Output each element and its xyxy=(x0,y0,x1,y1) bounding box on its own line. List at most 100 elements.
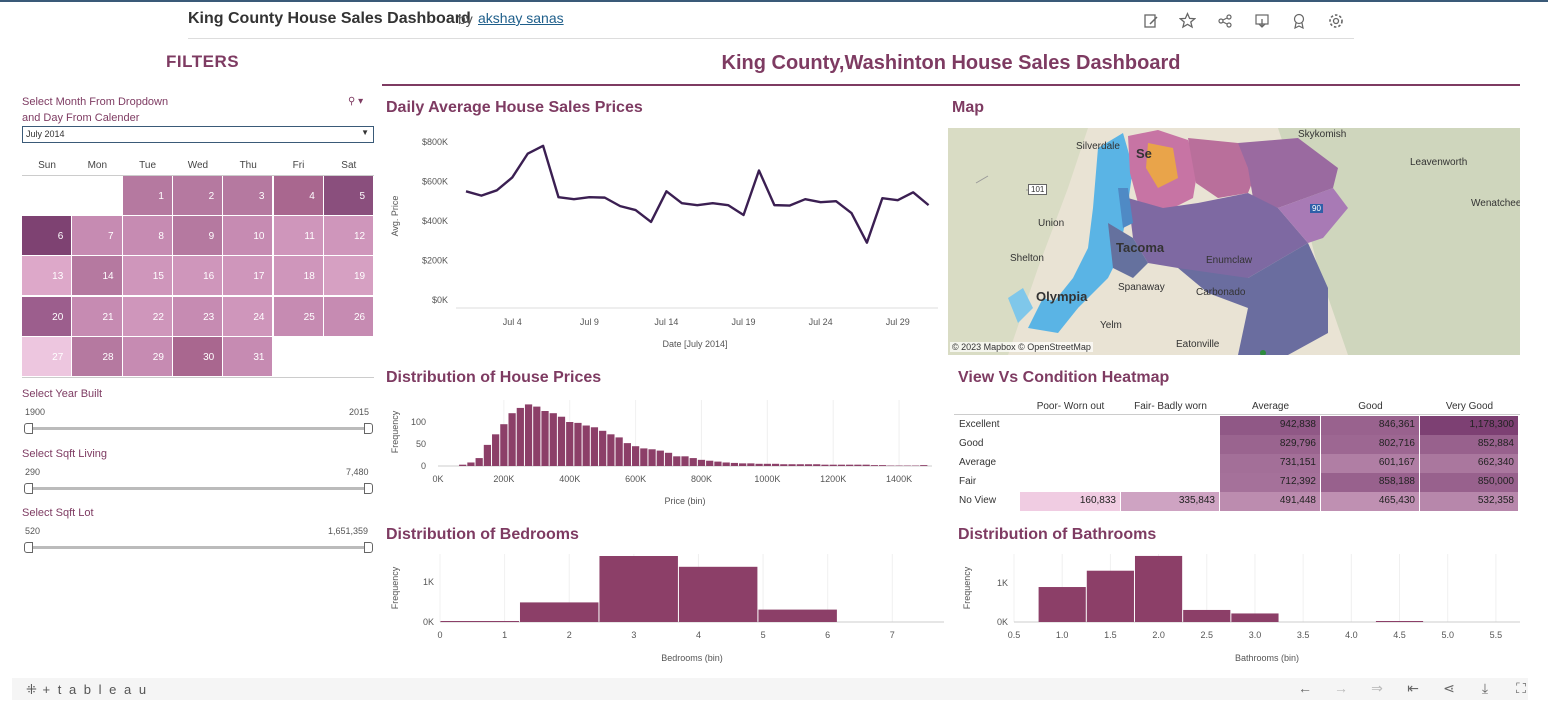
price-histogram-bar[interactable] xyxy=(829,464,837,466)
line-point[interactable] xyxy=(695,203,700,208)
histogram-bar[interactable] xyxy=(758,609,837,622)
line-point[interactable] xyxy=(602,195,607,200)
price-histogram-bar[interactable] xyxy=(656,450,664,466)
calendar-day-28[interactable]: 28 xyxy=(72,336,123,377)
line-point[interactable] xyxy=(895,198,900,203)
price-histogram-bar[interactable] xyxy=(697,459,706,466)
calendar-day-21[interactable]: 21 xyxy=(72,296,123,337)
calendar-day-27[interactable]: 27 xyxy=(22,336,73,377)
calendar-day-10[interactable]: 10 xyxy=(223,216,274,257)
price-histogram-bar[interactable] xyxy=(780,464,788,466)
share-icon[interactable] xyxy=(1214,10,1235,31)
line-point[interactable] xyxy=(479,193,484,198)
price-histogram-bar[interactable] xyxy=(541,411,549,466)
price-histogram-bar[interactable] xyxy=(631,446,640,466)
line-point[interactable] xyxy=(756,168,761,173)
line-point[interactable] xyxy=(787,203,792,208)
price-histogram-bar[interactable] xyxy=(821,464,829,466)
calendar-day-9[interactable]: 9 xyxy=(172,216,224,257)
calendar-day-31[interactable]: 31 xyxy=(223,336,274,377)
price-series-line[interactable] xyxy=(465,144,930,244)
heatmap-cell[interactable]: 601,167 xyxy=(1321,454,1419,473)
author-link[interactable]: akshay sanas xyxy=(478,10,564,26)
bedrooms-histogram[interactable]: 0K 1K 0 1 2 3 4 5 6 7 Frequency Bedrooms (bin) xyxy=(386,550,950,666)
map-view[interactable]: Skykomish Silverdale Leavenworth Wenatch… xyxy=(948,128,1520,355)
price-histogram-bar[interactable] xyxy=(846,464,854,466)
price-histogram-bar[interactable] xyxy=(500,424,508,466)
histogram-bar[interactable] xyxy=(440,621,519,622)
price-histogram-bar[interactable] xyxy=(804,464,813,466)
price-histogram-bar[interactable] xyxy=(788,464,796,466)
calendar-day-30[interactable]: 30 xyxy=(172,336,224,377)
line-point[interactable] xyxy=(803,197,808,202)
sqft-living-min-handle[interactable] xyxy=(24,483,33,494)
line-point[interactable] xyxy=(464,189,469,194)
heatmap-cell[interactable]: 662,340 xyxy=(1420,454,1518,473)
heatmap-cell[interactable]: 465,430 xyxy=(1321,492,1419,511)
calendar-day-18[interactable]: 18 xyxy=(273,256,324,297)
line-point[interactable] xyxy=(494,188,499,193)
go-to-start-icon[interactable]: ⇤ xyxy=(1407,680,1419,696)
calendar-day-22[interactable]: 22 xyxy=(122,296,173,337)
price-histogram-bar[interactable] xyxy=(714,461,722,466)
line-point[interactable] xyxy=(741,213,746,218)
histogram-bar[interactable] xyxy=(1134,555,1183,622)
calendar-day-2[interactable]: 2 xyxy=(172,176,224,216)
year-built-min-handle[interactable] xyxy=(24,423,33,434)
calendar-day-13[interactable]: 13 xyxy=(22,256,73,297)
footer-share-icon[interactable]: ⋖ xyxy=(1443,680,1455,696)
calendar-day-15[interactable]: 15 xyxy=(122,256,173,297)
year-built-max-handle[interactable] xyxy=(364,423,373,434)
line-point[interactable] xyxy=(849,211,854,216)
histogram-bar[interactable] xyxy=(1038,587,1086,622)
price-histogram-bar[interactable] xyxy=(673,456,681,466)
calendar-day-25[interactable]: 25 xyxy=(273,296,324,337)
heatmap-cell[interactable]: 712,392 xyxy=(1220,473,1320,492)
histogram-bar[interactable] xyxy=(1183,609,1231,622)
line-point[interactable] xyxy=(556,195,561,200)
histogram-bar[interactable] xyxy=(1231,613,1279,622)
sqft-living-slider-track[interactable] xyxy=(26,487,372,490)
calendar-day-3[interactable]: 3 xyxy=(223,176,274,216)
sqft-lot-slider-track[interactable] xyxy=(26,546,372,549)
line-point[interactable] xyxy=(679,201,684,206)
heatmap-cell[interactable]: 846,361 xyxy=(1321,416,1419,435)
sqft-living-max-handle[interactable] xyxy=(364,483,373,494)
heatmap-cell[interactable]: 731,151 xyxy=(1220,454,1320,473)
calendar-day-7[interactable]: 7 xyxy=(72,216,123,257)
heatmap-cell[interactable]: 858,188 xyxy=(1321,473,1419,492)
revert-icon[interactable]: ⇒ xyxy=(1371,680,1383,696)
calendar-day-20[interactable]: 20 xyxy=(22,296,73,337)
line-point[interactable] xyxy=(911,190,916,195)
histogram-bar[interactable] xyxy=(678,566,758,622)
line-point[interactable] xyxy=(726,203,731,208)
calendar-day-12[interactable]: 12 xyxy=(323,216,375,257)
price-histogram-bar[interactable] xyxy=(475,458,483,466)
sqft-lot-min-handle[interactable] xyxy=(24,542,33,553)
price-histogram-bar[interactable] xyxy=(689,458,697,466)
heatmap-cell[interactable]: 532,358 xyxy=(1420,492,1518,511)
heatmap-cell[interactable]: 942,838 xyxy=(1220,416,1320,435)
price-histogram-bar[interactable] xyxy=(640,448,648,466)
heatmap-cell[interactable]: 852,884 xyxy=(1420,435,1518,454)
price-histogram-bar[interactable] xyxy=(747,463,755,466)
calendar-day-1[interactable]: 1 xyxy=(122,176,173,216)
calendar-day-11[interactable]: 11 xyxy=(273,216,324,257)
price-histogram-bar[interactable] xyxy=(837,464,846,466)
calendar-day-16[interactable]: 16 xyxy=(172,256,224,297)
histogram-bar[interactable] xyxy=(1375,621,1424,622)
edit-icon[interactable] xyxy=(1140,10,1161,31)
price-histogram-bar[interactable] xyxy=(557,416,566,466)
price-histogram-bar[interactable] xyxy=(533,406,541,466)
histogram-bar[interactable] xyxy=(599,556,678,622)
price-histogram-bar[interactable] xyxy=(524,404,533,466)
map-attribution[interactable]: © 2023 Mapbox © OpenStreetMap xyxy=(950,342,1093,352)
calendar-day-26[interactable]: 26 xyxy=(323,296,375,337)
heatmap-cell[interactable]: 1,178,300 xyxy=(1420,416,1518,435)
line-point[interactable] xyxy=(772,203,777,208)
line-point[interactable] xyxy=(633,208,638,213)
price-histogram-bar[interactable] xyxy=(623,443,631,466)
line-point[interactable] xyxy=(880,196,885,201)
price-histogram-bar[interactable] xyxy=(516,407,524,466)
calendar-day-23[interactable]: 23 xyxy=(172,296,224,337)
